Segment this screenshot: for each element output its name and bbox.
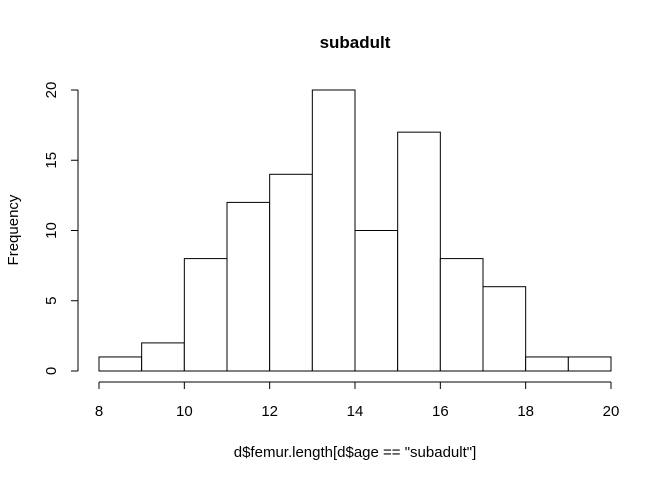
x-tick-label: 10 (176, 403, 193, 420)
y-tick-label: 10 (43, 222, 60, 239)
histogram-bar (567, 356, 612, 372)
histogram-bar (354, 230, 399, 372)
y-axis: 0 5 10 15 20 (43, 82, 79, 375)
chart-title: subadult (320, 33, 391, 52)
x-tick-label: 20 (603, 403, 620, 420)
y-tick-label: 20 (43, 82, 60, 99)
histogram-bar (311, 89, 356, 372)
x-tick-label: 8 (95, 403, 103, 420)
x-axis-label: d$femur.length[d$age == "subadult"] (234, 444, 477, 461)
histogram-bar (98, 356, 143, 372)
histogram-bar (226, 201, 271, 372)
histogram-bar (525, 356, 569, 372)
histogram-bar (439, 258, 484, 372)
histogram-bar (141, 342, 185, 372)
histogram-bar (183, 258, 228, 372)
histogram-bar (482, 286, 527, 372)
y-tick-label: 15 (43, 152, 60, 169)
x-tick-label: 18 (517, 403, 534, 420)
y-tick-label: 5 (43, 297, 60, 305)
x-tick-label: 12 (261, 403, 278, 420)
histogram-bar (269, 173, 313, 372)
histogram-bar (397, 131, 441, 372)
x-axis: 8 10 12 14 16 18 20 (95, 381, 620, 420)
y-tick-label: 0 (43, 367, 60, 375)
histogram-bars (98, 89, 612, 372)
y-axis-label: Frequency (5, 194, 22, 265)
x-tick-label: 14 (347, 403, 364, 420)
x-tick-label: 16 (432, 403, 449, 420)
